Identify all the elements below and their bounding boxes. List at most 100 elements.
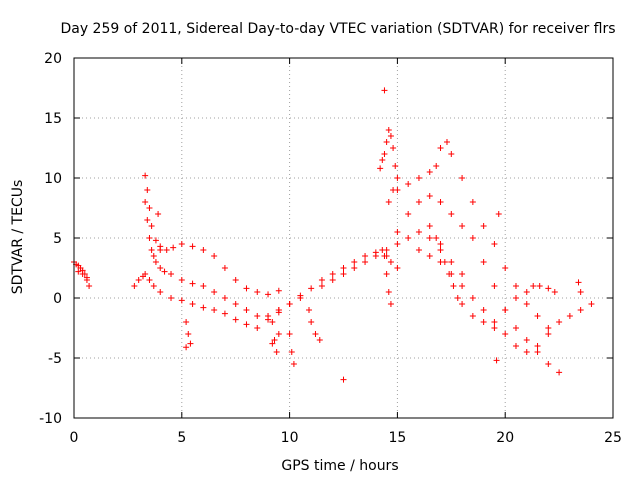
data-point (243, 321, 250, 328)
data-point (318, 277, 325, 283)
data-point (379, 157, 386, 163)
data-point (362, 259, 369, 265)
data-point (459, 223, 466, 229)
data-point (443, 139, 450, 145)
data-point (265, 313, 272, 319)
data-point (170, 244, 177, 251)
data-point (383, 247, 390, 253)
data-point (142, 271, 149, 277)
data-point (577, 289, 584, 295)
data-point (405, 235, 412, 241)
grid-lines (74, 58, 613, 418)
data-point (448, 259, 455, 265)
data-point (254, 289, 261, 295)
data-point (142, 199, 149, 205)
data-point (316, 337, 323, 343)
y-tick-label: -5 (48, 351, 62, 367)
data-point (469, 313, 476, 319)
data-point (491, 319, 498, 325)
data-point (146, 205, 153, 211)
data-point (426, 253, 433, 259)
data-point (135, 277, 142, 283)
data-point (189, 243, 196, 250)
data-point (254, 325, 261, 331)
data-point (433, 235, 440, 241)
data-point (459, 271, 466, 277)
data-point (168, 271, 175, 277)
data-point (459, 301, 466, 307)
data-point (75, 268, 82, 275)
data-point (290, 361, 297, 367)
data-point (372, 253, 379, 259)
data-point (493, 357, 500, 364)
data-point (155, 211, 162, 217)
data-point (383, 271, 390, 277)
y-tick-label: 20 (44, 51, 62, 67)
data-point (157, 247, 164, 253)
data-point (152, 237, 159, 244)
data-point (306, 307, 313, 313)
data-point (566, 313, 573, 319)
data-point (405, 181, 412, 187)
data-point (415, 175, 422, 181)
data-point (441, 259, 448, 265)
chart-title: Day 259 of 2011, Sidereal Day-to-day VTE… (60, 21, 615, 37)
data-point (232, 316, 239, 323)
data-point (288, 349, 295, 355)
data-point (185, 331, 192, 337)
data-point (588, 301, 595, 307)
data-point (545, 331, 552, 337)
data-point (545, 361, 552, 367)
data-point (512, 343, 519, 349)
data-point (308, 285, 315, 292)
data-point (437, 247, 444, 253)
data-point (150, 283, 157, 289)
data-point (152, 259, 159, 265)
data-point (183, 344, 190, 351)
data-point (275, 331, 282, 337)
data-point (426, 169, 433, 175)
data-point (415, 247, 422, 253)
x-tick-label: 25 (604, 430, 622, 446)
data-point (189, 280, 196, 287)
x-tick-label: 10 (281, 430, 299, 446)
data-point (142, 172, 149, 179)
data-point (556, 319, 563, 325)
data-point (187, 340, 194, 347)
data-point (275, 287, 282, 294)
data-point (385, 199, 392, 205)
data-point (265, 291, 272, 298)
data-point (448, 211, 455, 217)
data-point (243, 285, 250, 292)
data-point (437, 241, 444, 247)
data-point (426, 193, 433, 199)
data-point (545, 285, 552, 292)
data-point (189, 301, 196, 307)
data-point (275, 307, 282, 313)
data-point (221, 310, 228, 317)
data-point (383, 139, 390, 145)
data-point (381, 253, 388, 259)
data-point (351, 259, 358, 265)
data-point (523, 349, 530, 355)
data-point (437, 145, 444, 151)
x-tick-label: 5 (177, 430, 186, 446)
data-point (146, 277, 153, 283)
data-point (394, 187, 401, 193)
data-point (157, 289, 164, 295)
data-point (243, 307, 250, 313)
data-point (183, 319, 190, 325)
data-point (534, 313, 541, 319)
data-point (575, 279, 582, 286)
data-point (502, 307, 509, 313)
data-point (551, 289, 558, 295)
data-point (329, 277, 336, 283)
data-point (318, 283, 325, 289)
data-point (394, 175, 401, 181)
data-point (448, 151, 455, 157)
data-point (480, 259, 487, 265)
data-point (157, 265, 164, 271)
data-point (556, 369, 563, 376)
data-point (83, 274, 90, 281)
